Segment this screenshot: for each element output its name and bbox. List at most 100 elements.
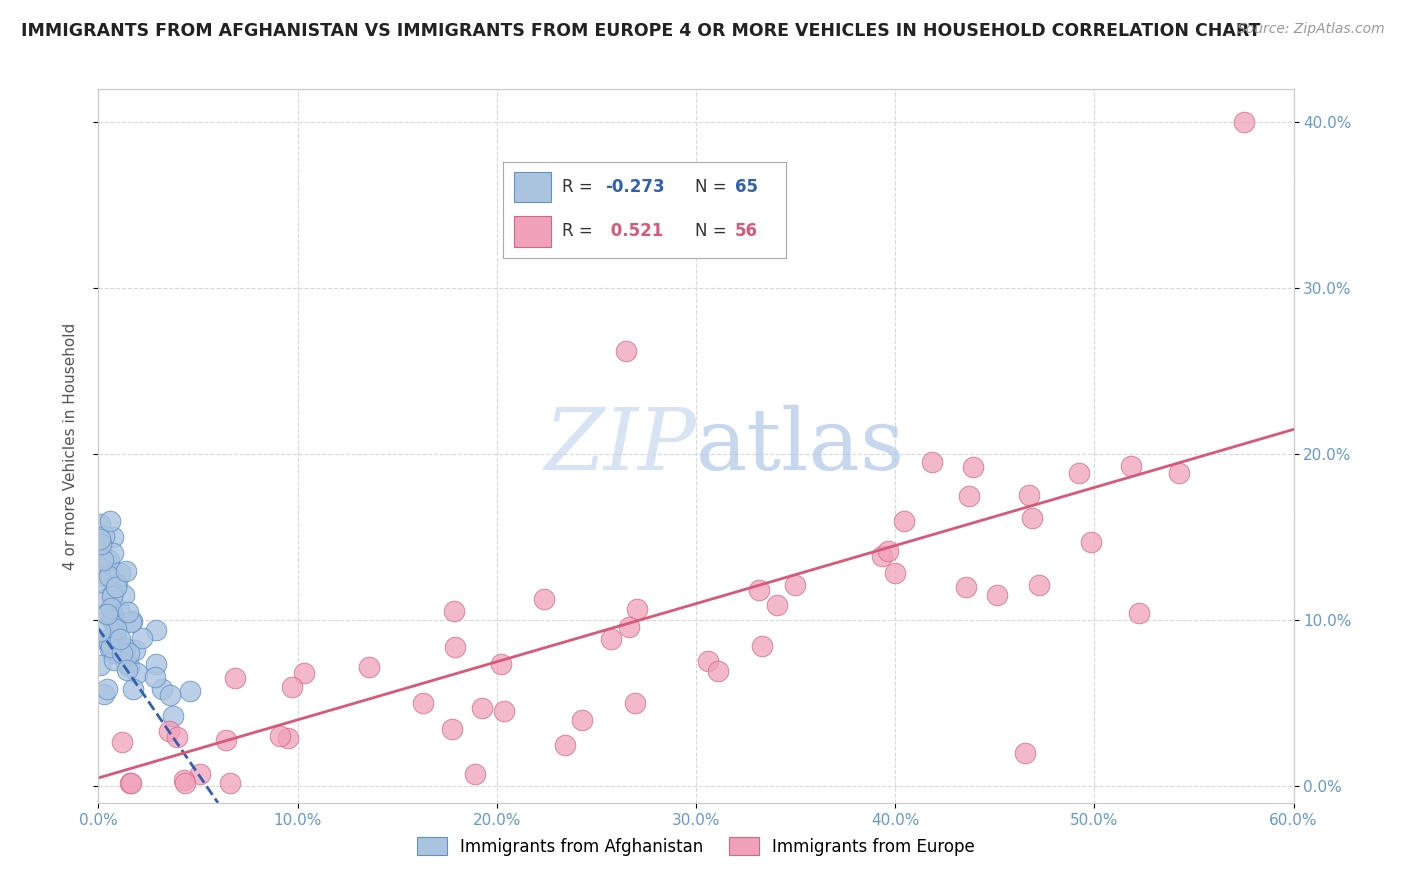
Legend: Immigrants from Afghanistan, Immigrants from Europe: Immigrants from Afghanistan, Immigrants … [411,830,981,863]
Point [96,552,118,566]
Text: Source: ZipAtlas.com: Source: ZipAtlas.com [1237,22,1385,37]
Text: atlas: atlas [696,404,905,488]
FancyBboxPatch shape [515,171,551,202]
Point [98,553,121,567]
Point [101,608,124,623]
Point [118,659,141,673]
Text: N =: N = [696,222,733,240]
Point [118,646,141,660]
Point [1028,578,1050,592]
Point [100,640,122,655]
Point [697,654,720,668]
Point [111,646,134,660]
Point [619,620,641,634]
Point [112,588,135,602]
Point [110,566,132,580]
Point [162,709,184,723]
Text: R =: R = [562,178,598,196]
Point [131,631,153,645]
Point [90,575,112,590]
Point [292,666,315,681]
Point [89,557,111,571]
Point [277,731,299,745]
Point [157,723,180,738]
Point [884,566,907,580]
Point [100,613,122,627]
Point [120,776,142,790]
Point [443,604,465,618]
Point [962,460,984,475]
Point [103,653,125,667]
Point [89,569,111,583]
Text: -0.273: -0.273 [605,178,664,196]
Point [1168,467,1191,481]
Point [921,455,943,469]
Point [1014,746,1036,760]
Point [103,586,125,600]
Text: 56: 56 [735,222,758,240]
Point [107,603,129,617]
Point [94,632,117,647]
Point [101,608,124,623]
Point [412,696,434,710]
Point [115,664,138,678]
Point [117,605,139,619]
Point [120,615,142,629]
Point [105,580,128,594]
Text: 65: 65 [735,178,758,196]
Point [1128,606,1150,620]
Point [614,344,637,359]
Point [571,713,593,727]
Point [145,624,167,638]
Point [122,682,145,697]
Point [114,641,136,656]
Point [166,730,188,744]
Point [876,544,898,558]
Point [100,589,122,603]
Point [218,776,240,790]
Point [173,776,195,790]
Point [783,577,806,591]
Point [1080,535,1102,549]
Point [98,635,121,649]
Point [115,565,138,579]
Point [101,545,124,559]
Point [986,588,1008,602]
Text: N =: N = [696,178,733,196]
Point [269,729,291,743]
Point [870,549,893,564]
Point [494,704,516,718]
Point [748,583,770,598]
Point [98,642,121,657]
Point [143,670,166,684]
Point [101,530,124,544]
Point [600,632,623,646]
Point [957,489,980,503]
Point [1021,511,1043,525]
Point [108,632,131,646]
Point [955,580,977,594]
Point [173,773,195,788]
Point [224,672,246,686]
Point [159,688,181,702]
Point [489,657,512,671]
Point [104,645,127,659]
Text: ZIP: ZIP [544,405,696,487]
Point [751,639,773,653]
Point [179,684,201,698]
Point [127,665,149,680]
Point [533,592,555,607]
Point [554,738,576,752]
Point [94,607,117,622]
Point [111,735,134,749]
Point [893,514,915,528]
Point [96,607,118,622]
Point [107,577,129,591]
Point [105,613,128,627]
Point [707,664,730,678]
Point [100,601,122,615]
Point [626,601,648,615]
Point [96,681,118,696]
Point [440,722,463,736]
Point [103,618,125,632]
